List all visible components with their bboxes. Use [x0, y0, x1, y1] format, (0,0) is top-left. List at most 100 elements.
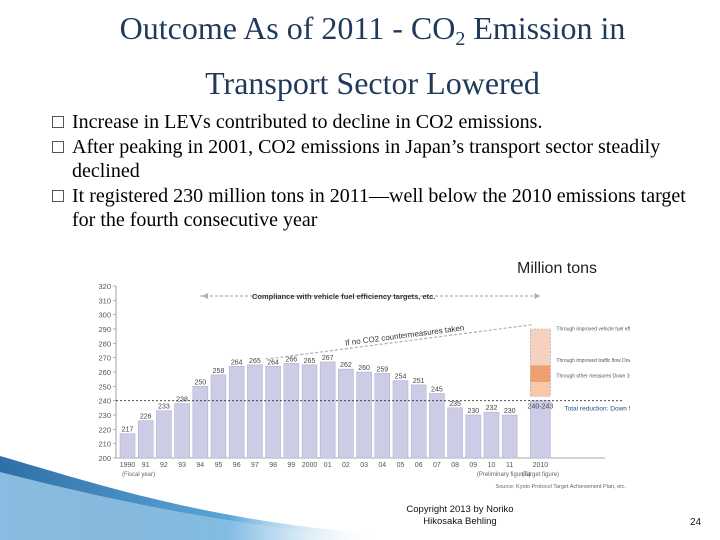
x-tick-label: 04 [378, 462, 386, 469]
bullet-box-icon [52, 140, 64, 153]
bar-value-label: 245 [431, 387, 443, 394]
bar-value-label: 230 [467, 408, 479, 415]
bar-value-label: 235 [449, 401, 461, 408]
x-sublabel-fiscal-year: (Fiscal year) [122, 472, 155, 478]
y-tick-label: 200 [98, 454, 111, 463]
bar-97 [247, 364, 263, 459]
chart-source: Source: Kyoto Protocol Target Achievemen… [496, 484, 627, 490]
x-tick-label: 94 [196, 462, 204, 469]
bullet-item: Increase in LEVs contributed to decline … [52, 110, 692, 135]
bar-value-label: 217 [122, 427, 134, 434]
bar-03 [356, 371, 372, 459]
y-tick-label: 220 [98, 425, 111, 434]
y-tick-label: 270 [98, 354, 111, 363]
compliance-arrow-tail-icon [202, 293, 208, 299]
x-tick-label: 2000 [302, 462, 318, 469]
x-tick-label: 92 [160, 462, 168, 469]
x-tick-label: 01 [324, 462, 332, 469]
bar-95 [210, 374, 227, 459]
target-segment-label: Through improved traffic flow Down 32.51… [556, 358, 630, 364]
bar-10 [483, 411, 500, 459]
bar-value-label: 254 [395, 374, 407, 381]
target-reduction-segment-2 [530, 365, 551, 383]
y-tick-label: 290 [98, 325, 111, 334]
bar-09 [465, 414, 482, 459]
bar-value-label: 232 [486, 405, 498, 412]
bar-value-label: 265 [304, 358, 316, 365]
x-tick-label: 03 [360, 462, 368, 469]
bullet-item: After peaking in 2001, CO2 emissions in … [52, 135, 692, 184]
bar-91 [137, 420, 154, 459]
x-tick-label: 93 [178, 462, 186, 469]
bar-05 [392, 380, 409, 459]
target-value-label: 240-243 [528, 404, 554, 411]
bar-value-label: 238 [176, 397, 188, 404]
bar-04 [374, 373, 391, 459]
x-tick-label: 08 [451, 462, 459, 469]
y-tick-label: 240 [98, 397, 111, 406]
x-tick-label: 11 [506, 462, 513, 469]
x-tick-label: 05 [397, 462, 405, 469]
slide-title: Outcome As of 2011 - CO2 Emission in Tra… [40, 6, 705, 105]
target-segment-label: Through other measures Down 16.49-19.85 … [556, 374, 630, 380]
bar-93 [174, 403, 190, 459]
x-sublabel-target: (Target figure) [522, 472, 559, 478]
bullet-box-icon [52, 189, 64, 202]
bar-07 [429, 393, 445, 459]
bullet-box-icon [52, 116, 64, 128]
y-tick-label: 210 [98, 440, 111, 449]
y-tick-label: 300 [98, 311, 111, 320]
target-reduction-segment-1 [530, 329, 551, 366]
bullet-item: It registered 230 million tons in 2011—w… [52, 184, 692, 233]
bar-value-label: 264 [267, 359, 279, 366]
page-number: 24 [690, 517, 702, 528]
title-line-1: Outcome As of 2011 - CO2 Emission in [119, 10, 626, 50]
bar-94 [192, 386, 209, 459]
target-segment-label: Through improved vehicle fuel efficiency… [556, 326, 630, 332]
x-tick-label: 02 [342, 462, 350, 469]
bar-value-label: 266 [285, 356, 297, 363]
bar-value-label: 260 [358, 365, 370, 372]
y-tick-label: 260 [98, 368, 111, 377]
target-reduction-segment-3 [530, 382, 551, 397]
bar-11 [501, 414, 518, 459]
bar-06 [410, 384, 427, 459]
bar-1990 [119, 433, 136, 459]
bar-98 [265, 365, 281, 459]
x-tick-label: 1990 [120, 462, 136, 469]
bar-value-label: 258 [213, 368, 225, 375]
x-tick-label: 95 [215, 462, 223, 469]
compliance-arrow-head-icon [534, 293, 541, 299]
y-tick-label: 230 [98, 411, 111, 420]
bar-value-label: 267 [322, 355, 334, 362]
bar-92 [156, 410, 172, 459]
bar-value-label: 265 [249, 358, 261, 365]
decorative-swoosh [0, 456, 380, 540]
bar-value-label: 250 [194, 379, 206, 386]
bar-02 [338, 368, 354, 459]
x-tick-label: 09 [469, 462, 477, 469]
bar-value-label: 230 [504, 408, 516, 415]
y-tick-label: 250 [98, 382, 111, 391]
bar-01 [319, 361, 336, 459]
bar-96 [228, 365, 245, 459]
copyright-footer: Copyright 2013 by Noriko Hikosaka Behlin… [406, 504, 514, 527]
bar-value-label: 233 [158, 404, 170, 411]
bar-value-label: 262 [340, 362, 352, 369]
x-tick-label: 96 [233, 462, 241, 469]
bar-2000 [301, 364, 318, 459]
x-tick-label: 98 [269, 462, 277, 469]
x-tick-label: 06 [415, 462, 423, 469]
bar-value-label: 251 [413, 378, 425, 385]
compliance-annotation: Compliance with vehicle fuel efficiency … [252, 292, 435, 301]
emissions-chart: 200 210 220 230 240 250 260 270 280 290 300 310 320 2… [80, 280, 630, 498]
total-reduction-label: Total reduction: Down 58.87-60.15 millio… [564, 406, 630, 413]
x-tick-label: 99 [287, 462, 295, 469]
x-tick-label: 07 [433, 462, 441, 469]
bullet-list: Increase in LEVs contributed to decline … [52, 110, 692, 233]
x-tick-label: 97 [251, 462, 259, 469]
x-sublabel-preliminary: (Preliminary figures) [477, 472, 531, 478]
y-tick-label: 280 [98, 339, 111, 348]
target-outline [530, 328, 551, 397]
x-tick-label: 91 [142, 462, 150, 469]
